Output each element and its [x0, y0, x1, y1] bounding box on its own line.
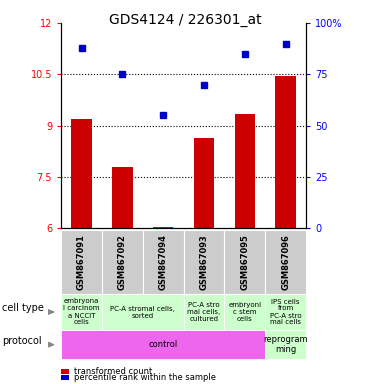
- Text: PC-A stromal cells,
sorted: PC-A stromal cells, sorted: [111, 306, 175, 318]
- Text: transformed count: transformed count: [74, 367, 152, 376]
- Text: reprogram
ming: reprogram ming: [263, 335, 308, 354]
- Bar: [194, 138, 214, 228]
- Text: PC-A stro
mal cells,
cultured: PC-A stro mal cells, cultured: [187, 302, 221, 322]
- Bar: [112, 167, 133, 228]
- Text: GDS4124 / 226301_at: GDS4124 / 226301_at: [109, 13, 262, 27]
- Text: embryona
l carcinom
a NCCIT
cells: embryona l carcinom a NCCIT cells: [63, 298, 100, 326]
- Text: cell type: cell type: [2, 303, 44, 313]
- Text: percentile rank within the sample: percentile rank within the sample: [74, 373, 216, 382]
- Text: GSM867092: GSM867092: [118, 234, 127, 290]
- Text: GSM867093: GSM867093: [200, 234, 209, 290]
- Text: GSM867091: GSM867091: [77, 234, 86, 290]
- Bar: [72, 119, 92, 228]
- Text: GSM867096: GSM867096: [281, 234, 290, 290]
- Text: GSM867094: GSM867094: [159, 234, 168, 290]
- Bar: [276, 76, 296, 228]
- Text: control: control: [149, 340, 178, 349]
- Bar: [235, 114, 255, 228]
- Bar: [153, 227, 174, 228]
- Text: IPS cells
from
PC-A stro
mal cells: IPS cells from PC-A stro mal cells: [270, 298, 302, 326]
- Text: embryoni
c stem
cells: embryoni c stem cells: [228, 302, 262, 322]
- Text: protocol: protocol: [2, 336, 42, 346]
- Text: GSM867095: GSM867095: [240, 234, 249, 290]
